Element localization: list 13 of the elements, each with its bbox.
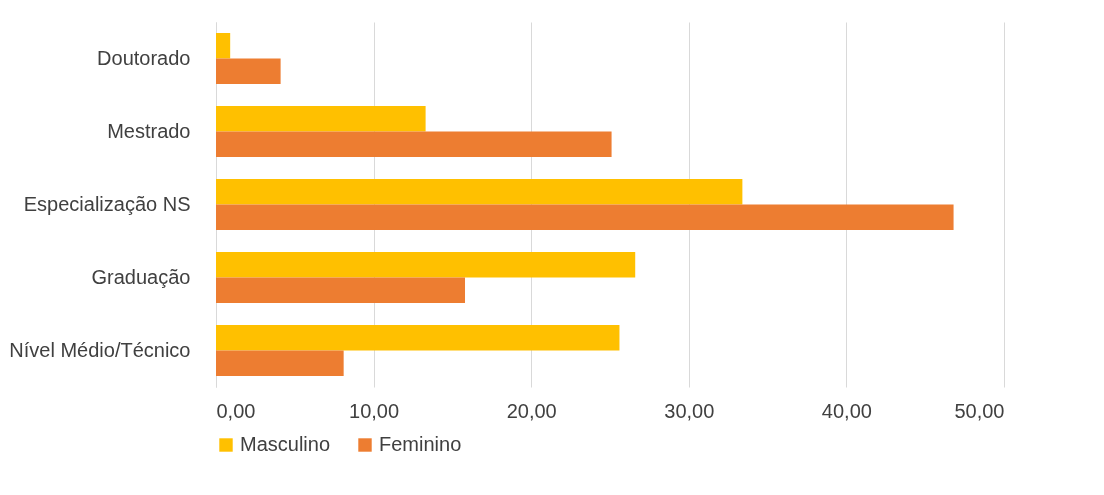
y-tick-label: Especialização NS (23, 192, 191, 215)
x-tick-label: 40,00 (821, 399, 872, 422)
x-tick-label: 20,00 (506, 399, 557, 422)
y-tick-label: Graduação (91, 265, 191, 288)
x-tick-label: 10,00 (349, 399, 400, 422)
y-tick-label: Nível Médio/Técnico (9, 338, 191, 361)
legend-label: Feminino (379, 433, 462, 455)
x-tick-label: 30,00 (664, 399, 715, 422)
legend-label: Masculino (240, 433, 331, 455)
x-tick-label: 50,00 (954, 399, 1005, 422)
y-tick-label: Mestrado (107, 119, 191, 142)
x-tick-label: 0,00 (216, 399, 256, 422)
y-tick-label: Doutorado (97, 46, 191, 69)
